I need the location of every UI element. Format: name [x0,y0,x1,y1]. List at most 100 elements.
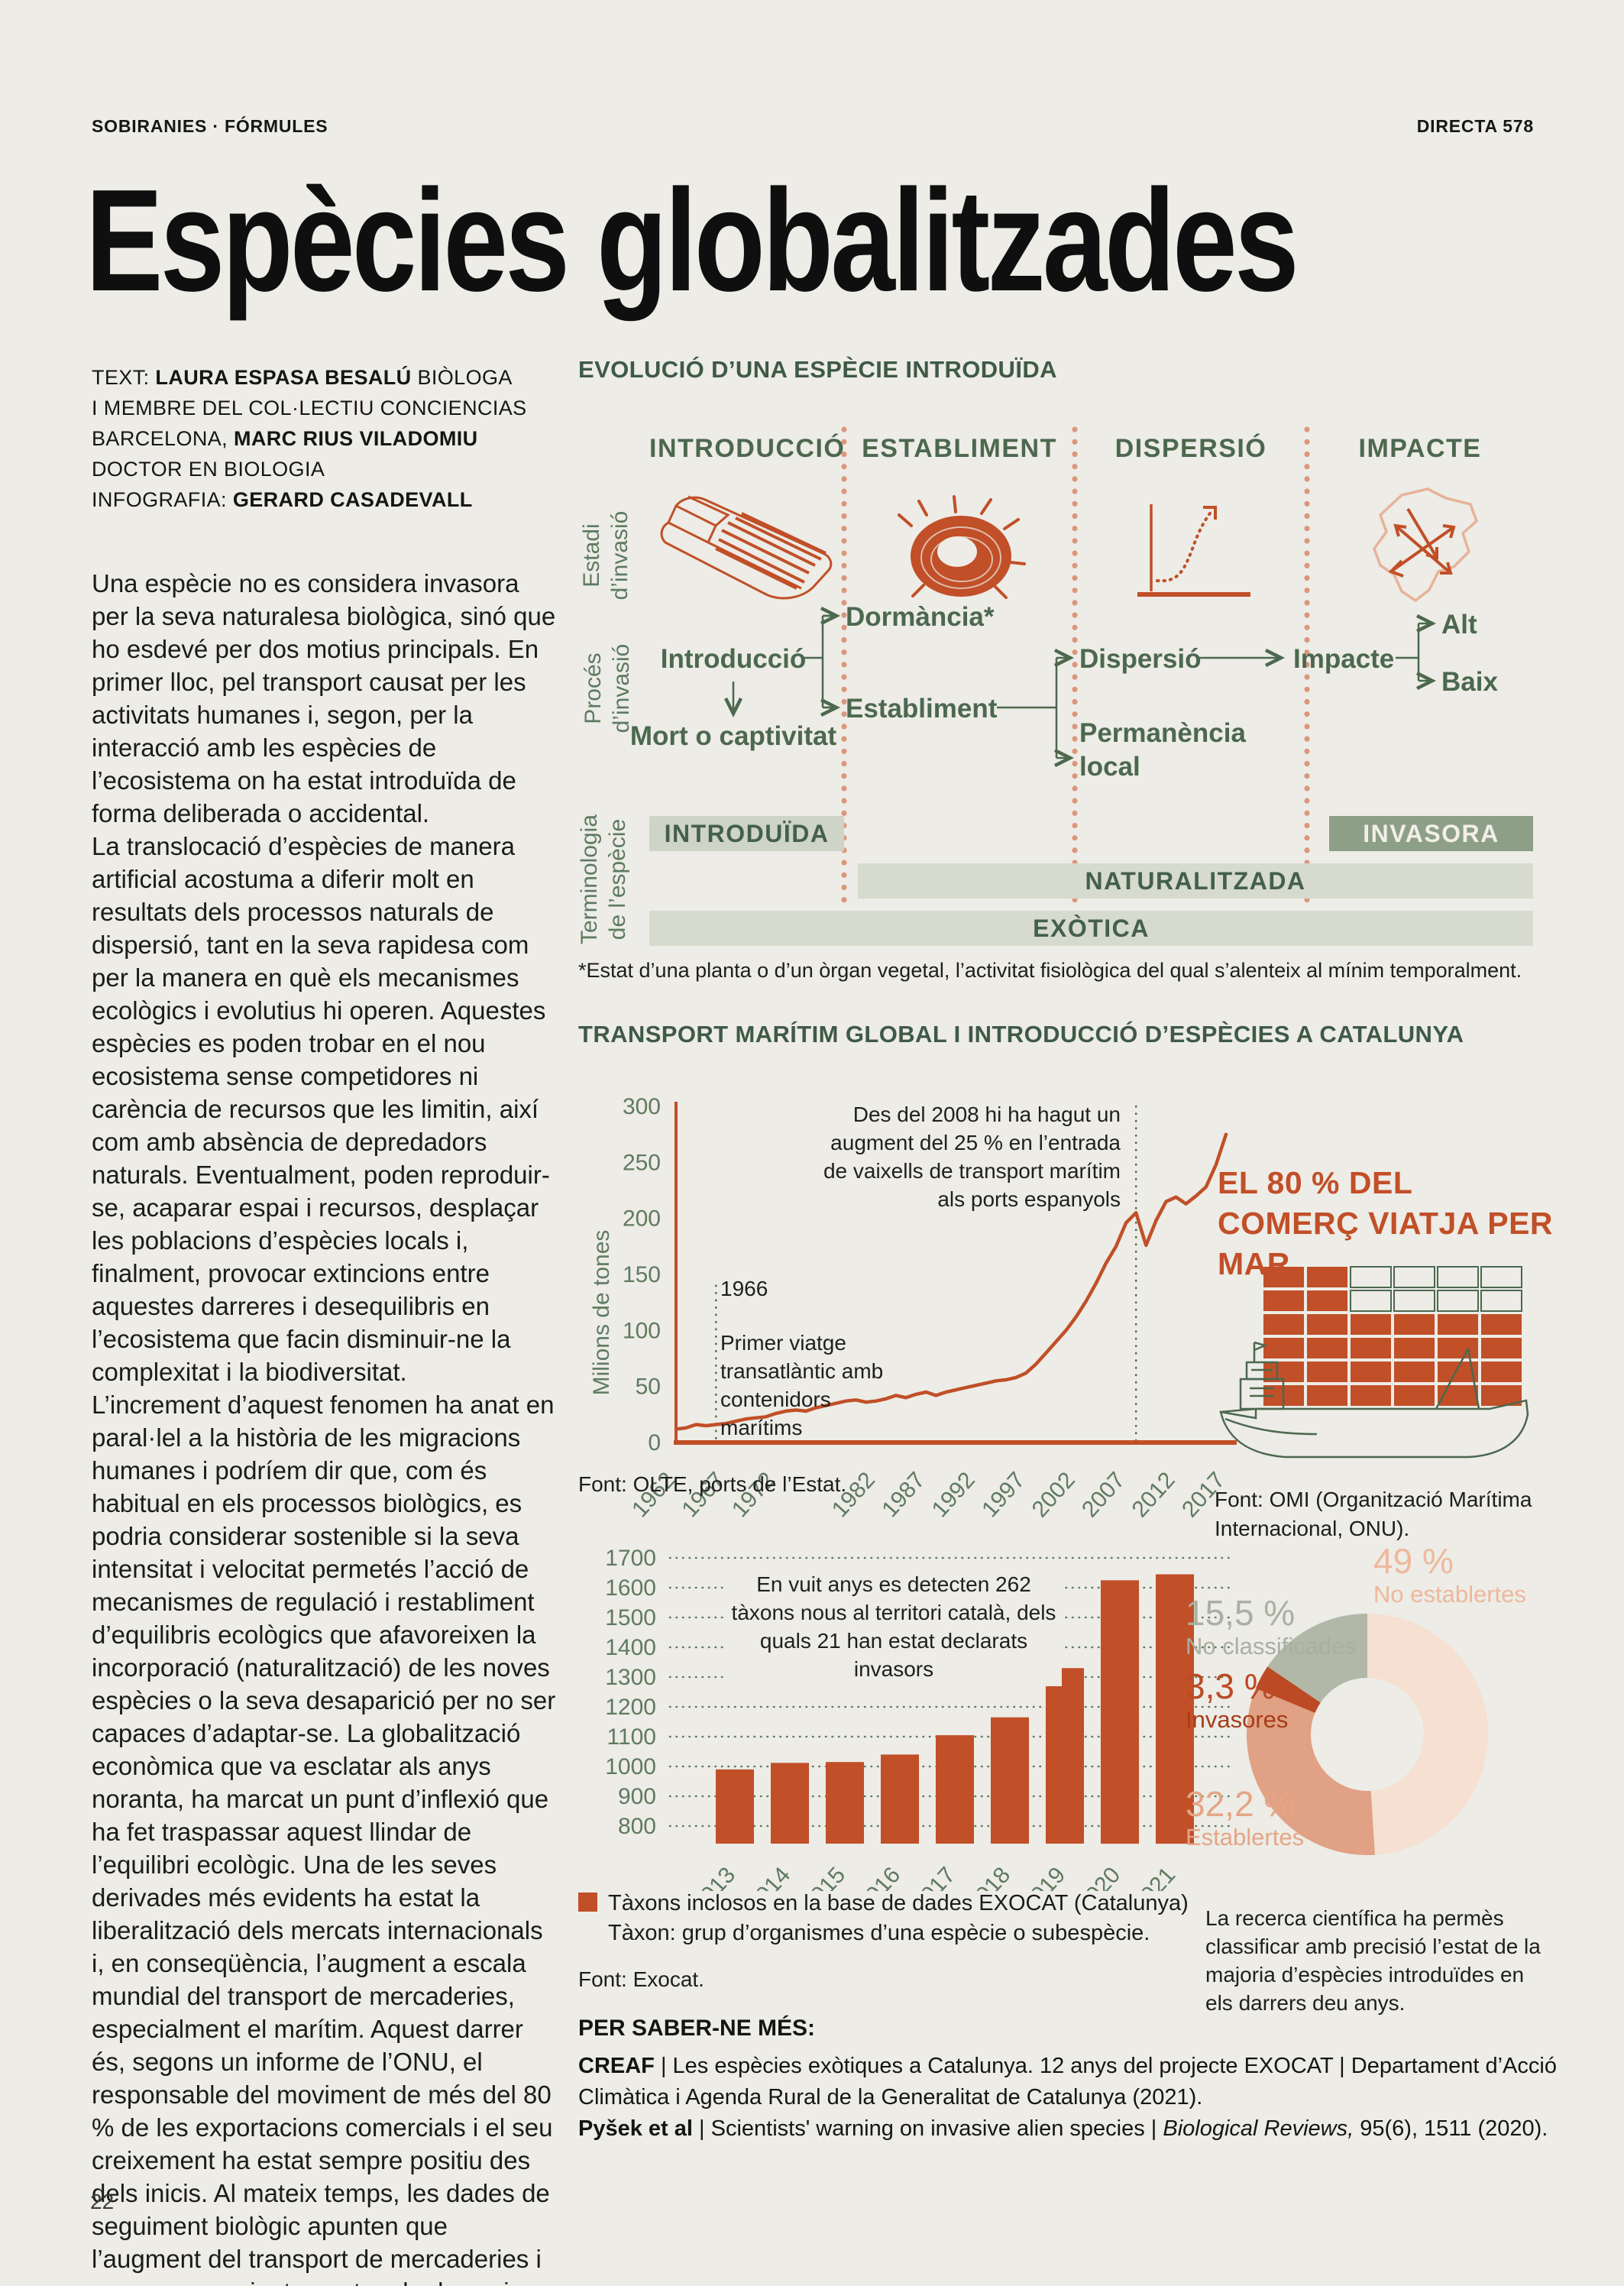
container-cell [1481,1362,1522,1382]
bar-2018 [991,1717,1029,1844]
y-axis-label: Milions de tones [589,1230,614,1396]
author-2-role: DOCTOR EN BIOLOGIA [92,458,325,481]
container-cell [1393,1266,1435,1288]
container-cell [1394,1338,1435,1358]
bar-2017 [936,1735,974,1844]
donut-label-establertes: 32,2 % Establertes [1186,1784,1305,1850]
annotation-1966: 1966 Primer viatge transatlàntic amb con… [720,1277,884,1439]
y-tick: 1300 [605,1665,656,1690]
infographic-label: INFOGRAFIA: [92,488,227,511]
donut-caption: La recerca científica ha permès classifi… [1205,1906,1541,2015]
donut-label-no-establertes: 49 % No establertes [1373,1541,1526,1608]
bar-2013 [716,1769,754,1844]
container-cell [1438,1338,1478,1358]
stage-dispersio: DISPERSIÓ [1114,434,1267,463]
container-cell [1307,1338,1347,1358]
container-cell [1351,1362,1391,1382]
flow-mort-captivitat: Mort o captivitat [629,721,837,751]
container-cell [1307,1385,1347,1406]
annotation-exocat: En vuit anys es detecten 262 tàxons nous… [726,1567,1062,1686]
y-tick: 0 [648,1430,661,1455]
author-1-role: BIÒLOGA [417,366,513,389]
source-exocat: Font: Exocat. [578,1967,704,1991]
issue-number: DIRECTA 578 [1416,116,1534,136]
y-tick: 800 [618,1814,656,1839]
donut-chart-svg [1246,1614,1489,1856]
author-2: MARC RIUS VILADOMIU [233,427,478,450]
y-tick: 100 [623,1318,661,1343]
x-tick: 2019 [1017,1863,1070,1891]
credits-block: TEXT: LAURA ESPASA BESALÚ BIÒLOGA I MEMB… [92,362,581,515]
container-cell [1263,1338,1304,1358]
term-introduida: INTRODUÏDA [649,816,844,851]
container-cell [1394,1314,1435,1335]
container-cell [1481,1314,1522,1335]
paragraph-2: La translocació d’espècies de manera art… [92,832,550,1386]
source-olte: Font: OLTE, ports de l’Estat. [578,1472,847,1496]
evolution-diagram: INTRODUCCIÓ ESTABLIMENT DISPERSIÓ IMPACT… [577,413,1535,947]
container-cell [1351,1385,1391,1406]
x-tick: 1997 [977,1468,1030,1523]
growth-curve-icon [1137,504,1250,597]
x-tick: 2015 [797,1863,850,1891]
donut-slice-no-classificades [1267,1614,1367,1703]
y-tick: 200 [623,1206,661,1232]
x-tick: 2017 [907,1863,960,1891]
container-cell [1350,1266,1392,1288]
flow-alt: Alt [1441,610,1477,639]
container-cell [1307,1290,1347,1311]
container-cell [1350,1290,1392,1312]
container-cell [1438,1314,1478,1335]
diagram-footnote: *Estat d’una planta o d’un òrgan vegetal… [578,959,1522,982]
y-tick: 50 [636,1375,661,1400]
container-cell [1393,1290,1435,1312]
flow-dispersio: Dispersió [1079,644,1202,674]
x-tick: 2018 [962,1863,1015,1891]
flow-establiment: Establiment [846,694,998,724]
bar-2016 [881,1754,919,1844]
container-cell [1437,1266,1479,1288]
y-tick: 300 [623,1094,661,1119]
container-cell [1307,1267,1347,1287]
legend-swatch [578,1893,597,1912]
bar-2021 [1156,1574,1194,1844]
flow-baix: Baix [1441,667,1498,697]
stage-impacte: IMPACTE [1358,434,1482,463]
container-cell [1307,1314,1347,1335]
stage-introduccio: INTRODUCCIÓ [649,434,846,463]
x-tick: 1987 [877,1468,930,1523]
container-cell [1437,1290,1479,1312]
y-tick: 1600 [605,1575,656,1601]
row-label-terminologia: Terminologia de l’espècie [577,814,630,945]
container-cell [1481,1338,1522,1358]
x-tick: 2016 [852,1863,905,1891]
container-cell [1263,1267,1304,1287]
page-title: Espècies globalitzades [86,160,1299,322]
donut-slice-no-establertes [1367,1614,1489,1855]
paragraph-1: Una espècie no es considera invasora per… [92,569,556,827]
container-ship-illustration [1219,1266,1529,1459]
x-tick: 2020 [1072,1863,1125,1891]
x-tick: 2014 [742,1863,795,1891]
flow-permanencia-local: Permanència local [1079,718,1246,782]
y-tick: 150 [623,1262,661,1287]
reference-2: Pyšek et al | Scientists' warning on inv… [578,2116,1548,2141]
container-cell [1438,1385,1478,1406]
y-tick: 250 [623,1150,661,1175]
y-tick: 1100 [607,1724,656,1750]
x-tick: 1992 [927,1468,980,1523]
bar-2015 [826,1762,864,1844]
donut-slice-establertes [1246,1688,1375,1856]
flow-introduccio: Introducció [660,644,807,674]
x-tick: 2012 [1127,1468,1180,1523]
further-reading-title: PER SABER-NE MÉS: [578,2016,816,2041]
reference-1: CREAF | Les espècies exòtiques a Catalun… [578,2054,1557,2110]
flow-impacte: Impacte [1293,644,1395,674]
donut-label-no-classificades: 15,5 % No classificades [1186,1593,1357,1659]
bar-chart: 800 900 1000 1100 1200 1300 1400 1500 1600 1700 20… [569,1540,1257,1917]
bar-2020 [1101,1580,1139,1844]
cargo-ship-icon [660,495,833,600]
x-tick: 2007 [1077,1468,1130,1523]
highlight-80-percent: EL 80 % DEL COMERÇ VIATJA PER MAR [1218,1165,1554,1281]
